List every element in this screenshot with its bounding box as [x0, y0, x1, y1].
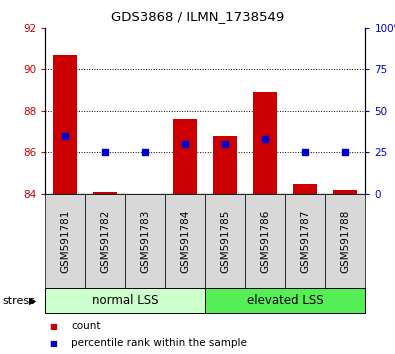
Point [222, 141, 229, 147]
Bar [293, 184, 318, 194]
Text: count: count [71, 321, 101, 331]
Text: ▶: ▶ [29, 296, 36, 306]
Bar [333, 190, 357, 194]
Bar [213, 136, 237, 194]
Bar [254, 92, 277, 194]
Text: GSM591784: GSM591784 [181, 209, 190, 273]
Point [302, 149, 308, 155]
Text: GSM591787: GSM591787 [300, 209, 310, 273]
Text: stress: stress [2, 296, 35, 306]
Text: GDS3868 / ILMN_1738549: GDS3868 / ILMN_1738549 [111, 10, 284, 23]
Point [102, 149, 109, 155]
Point [342, 149, 348, 155]
Text: percentile rank within the sample: percentile rank within the sample [71, 338, 247, 348]
Point [142, 149, 149, 155]
Point [262, 136, 269, 142]
Text: ■: ■ [49, 338, 57, 348]
Text: GSM591788: GSM591788 [340, 209, 350, 273]
Text: elevated LSS: elevated LSS [247, 294, 324, 307]
Text: GSM591786: GSM591786 [260, 209, 271, 273]
Point [182, 141, 188, 147]
Text: GSM591785: GSM591785 [220, 209, 230, 273]
Point [62, 133, 69, 139]
Bar [53, 55, 77, 194]
Text: normal LSS: normal LSS [92, 294, 159, 307]
Text: GSM591782: GSM591782 [100, 209, 111, 273]
Text: GSM591781: GSM591781 [60, 209, 70, 273]
Text: ■: ■ [49, 322, 57, 331]
Bar [93, 192, 117, 194]
Bar [173, 119, 198, 194]
Text: GSM591783: GSM591783 [140, 209, 150, 273]
